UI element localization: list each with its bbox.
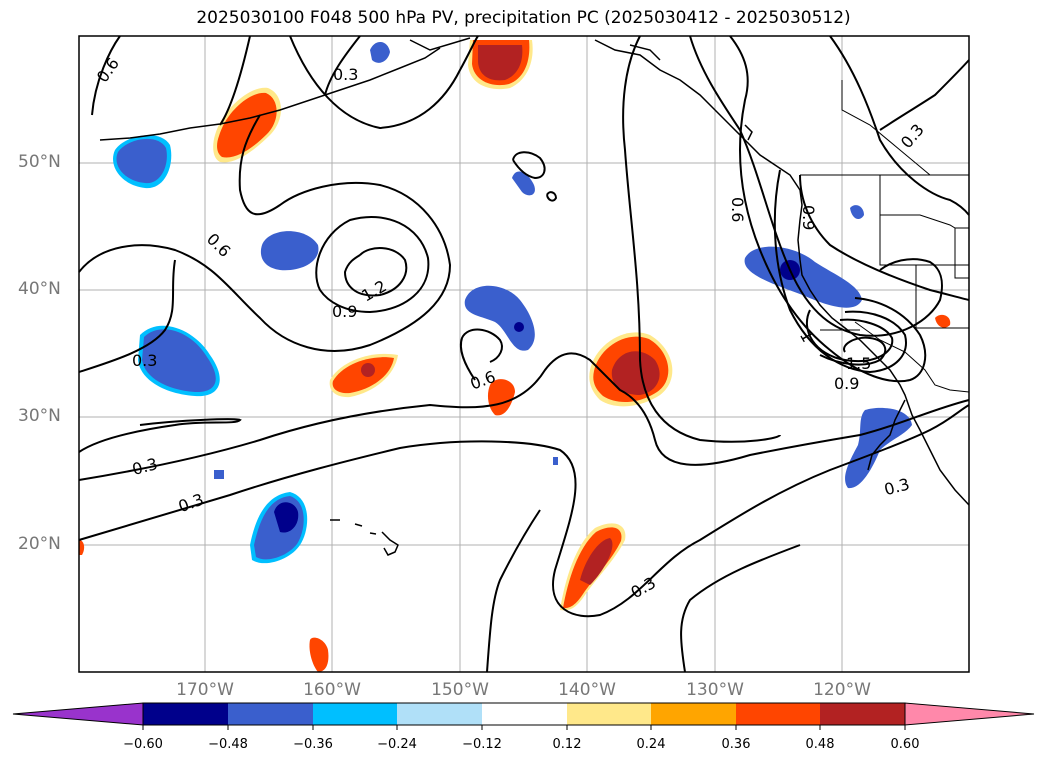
contour-label: 0.6 [728, 197, 747, 222]
colorbar-bin [567, 703, 651, 725]
colorbar-bin [397, 703, 482, 725]
colorbar-tick-label: 0.60 [890, 737, 920, 752]
lat-label-40n: 40°N [18, 279, 61, 299]
colorbar-tick-label: −0.36 [293, 737, 333, 752]
colorbar-tick-label: −0.60 [123, 737, 163, 752]
political-borders [800, 80, 970, 393]
colorbar-tick-label: 0.36 [721, 737, 751, 752]
colorbar-tick-label: −0.48 [208, 737, 248, 752]
contour-label: 1.5 [846, 354, 871, 373]
lon-label-130w: 130°W [686, 680, 744, 700]
lon-label-120w: 120°W [813, 680, 871, 700]
contour-label: 0.9 [332, 302, 357, 321]
precip-positive-regions [79, 40, 951, 672]
contour-label: 0.9 [834, 374, 859, 393]
colorbar-bin [228, 703, 313, 725]
lon-label-140w: 140°W [558, 680, 616, 700]
colorbar-extend-high [904, 702, 1035, 726]
lat-label-50n: 50°N [18, 152, 61, 172]
colorbar-bin [651, 703, 736, 725]
colorbar-tick-label: 0.12 [552, 737, 582, 752]
lon-label-160w: 160°W [303, 680, 361, 700]
colorbar-extend-low [12, 702, 144, 726]
colorbar-bin [143, 703, 228, 725]
lon-label-170w: 170°W [176, 680, 234, 700]
colorbar [12, 702, 1035, 730]
colorbar-bin [820, 703, 905, 725]
colorbar-tick-label: 0.48 [805, 737, 835, 752]
contour-label: 0.3 [132, 351, 157, 370]
lat-label-20n: 20°N [18, 534, 61, 554]
contour-label: 0.3 [333, 65, 358, 84]
colorbar-tick-label: −0.24 [377, 737, 417, 752]
colorbar-tick-label: 0.24 [636, 737, 666, 752]
colorbar-bin [482, 703, 567, 725]
lat-label-30n: 30°N [18, 406, 61, 426]
lon-label-150w: 150°W [431, 680, 489, 700]
coastlines [99, 37, 970, 556]
map-frame [78, 35, 970, 673]
contour-label: 0.9 [799, 205, 818, 230]
colorbar-bin [313, 703, 397, 725]
colorbar-tick-label: −0.12 [462, 737, 502, 752]
map-title: 2025030100 F048 500 hPa PV, precipitatio… [196, 8, 851, 28]
colorbar-bin [736, 703, 820, 725]
